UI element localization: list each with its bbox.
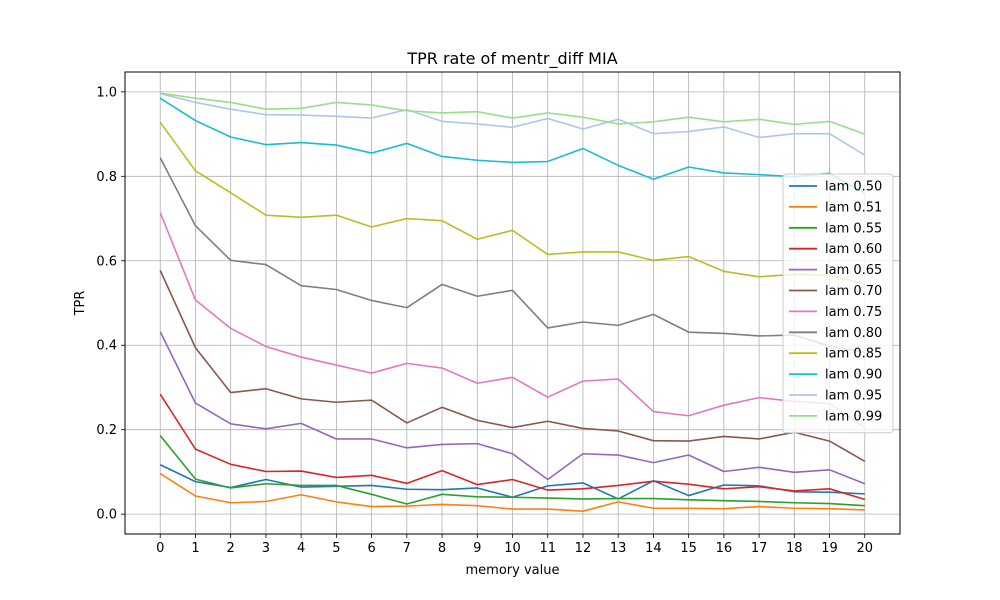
y-tick-label: 0.4 bbox=[96, 339, 117, 354]
legend-entry-label: lam 0.51 bbox=[825, 200, 882, 215]
chart-title: TPR rate of mentr_diff MIA bbox=[406, 49, 617, 69]
legend-entry-label: lam 0.90 bbox=[825, 368, 882, 383]
series-line-5 bbox=[159, 270, 866, 463]
x-tick-label: 16 bbox=[716, 541, 733, 556]
x-tick-label: 10 bbox=[504, 541, 521, 556]
y-tick-label: 0.2 bbox=[96, 423, 117, 438]
grid-layer bbox=[125, 72, 900, 534]
series-layer bbox=[159, 92, 866, 513]
x-tick-label: 17 bbox=[751, 541, 768, 556]
y-tick-label: 0.8 bbox=[96, 170, 117, 185]
series-line-1 bbox=[159, 472, 865, 513]
x-tick-label: 9 bbox=[473, 541, 481, 556]
y-tick-label: 1.0 bbox=[96, 85, 117, 100]
x-tick-label: 4 bbox=[297, 541, 305, 556]
x-tick-label: 19 bbox=[821, 541, 838, 556]
legend-entry-label: lam 0.55 bbox=[825, 221, 882, 236]
legend-entry-label: lam 0.75 bbox=[825, 305, 882, 320]
x-tick-label: 7 bbox=[403, 541, 411, 556]
y-tick-label: 0.0 bbox=[96, 508, 117, 523]
series-line-11 bbox=[160, 92, 866, 135]
x-tick-label: 0 bbox=[156, 541, 164, 556]
x-tick-label: 1 bbox=[191, 541, 199, 556]
series-line-2 bbox=[159, 435, 865, 507]
legend-entry-label: lam 0.99 bbox=[825, 409, 882, 424]
legend-entry-label: lam 0.95 bbox=[825, 389, 882, 404]
legend-entry-label: lam 0.85 bbox=[825, 347, 882, 362]
series-line-8 bbox=[159, 121, 865, 285]
x-tick-label: 6 bbox=[367, 541, 375, 556]
series-line-4 bbox=[159, 331, 866, 485]
series-line-3 bbox=[159, 393, 865, 501]
y-tick-label: 0.6 bbox=[96, 254, 117, 269]
x-tick-label: 5 bbox=[332, 541, 340, 556]
series-line-9 bbox=[159, 97, 866, 194]
series-line-6 bbox=[159, 212, 866, 429]
legend-entry-label: lam 0.65 bbox=[825, 263, 882, 278]
x-tick-label: 11 bbox=[539, 541, 556, 556]
x-tick-label: 13 bbox=[610, 541, 627, 556]
legend: lam 0.50 lam 0.51 lam 0.55 lam 0.60 lam 0.65… bbox=[782, 173, 894, 434]
x-tick-label: 8 bbox=[438, 541, 446, 556]
x-tick-label: 18 bbox=[786, 541, 803, 556]
x-tick-label: 14 bbox=[645, 541, 662, 556]
x-tick-label: 20 bbox=[856, 541, 873, 556]
series-line-10 bbox=[160, 92, 866, 156]
legend-box bbox=[782, 173, 894, 434]
x-tick-label: 3 bbox=[262, 541, 270, 556]
legend-entry-label: lam 0.60 bbox=[825, 242, 882, 257]
x-tick-label: 15 bbox=[680, 541, 697, 556]
ticks-layer: 0 1 2 3 4 5 6 7 8 9 10 11 12 13 14 15 16 17 18 19 200.00.20.… bbox=[96, 85, 873, 556]
x-tick-label: 2 bbox=[227, 541, 235, 556]
legend-entry-label: lam 0.80 bbox=[825, 326, 882, 341]
legend-entry-label: lam 0.70 bbox=[825, 284, 882, 299]
x-axis-label: memory value bbox=[466, 563, 560, 578]
series-line-7 bbox=[159, 157, 865, 354]
x-tick-label: 12 bbox=[575, 541, 592, 556]
y-axis-label: TPR bbox=[73, 291, 88, 317]
legend-entry-label: lam 0.50 bbox=[825, 180, 882, 195]
